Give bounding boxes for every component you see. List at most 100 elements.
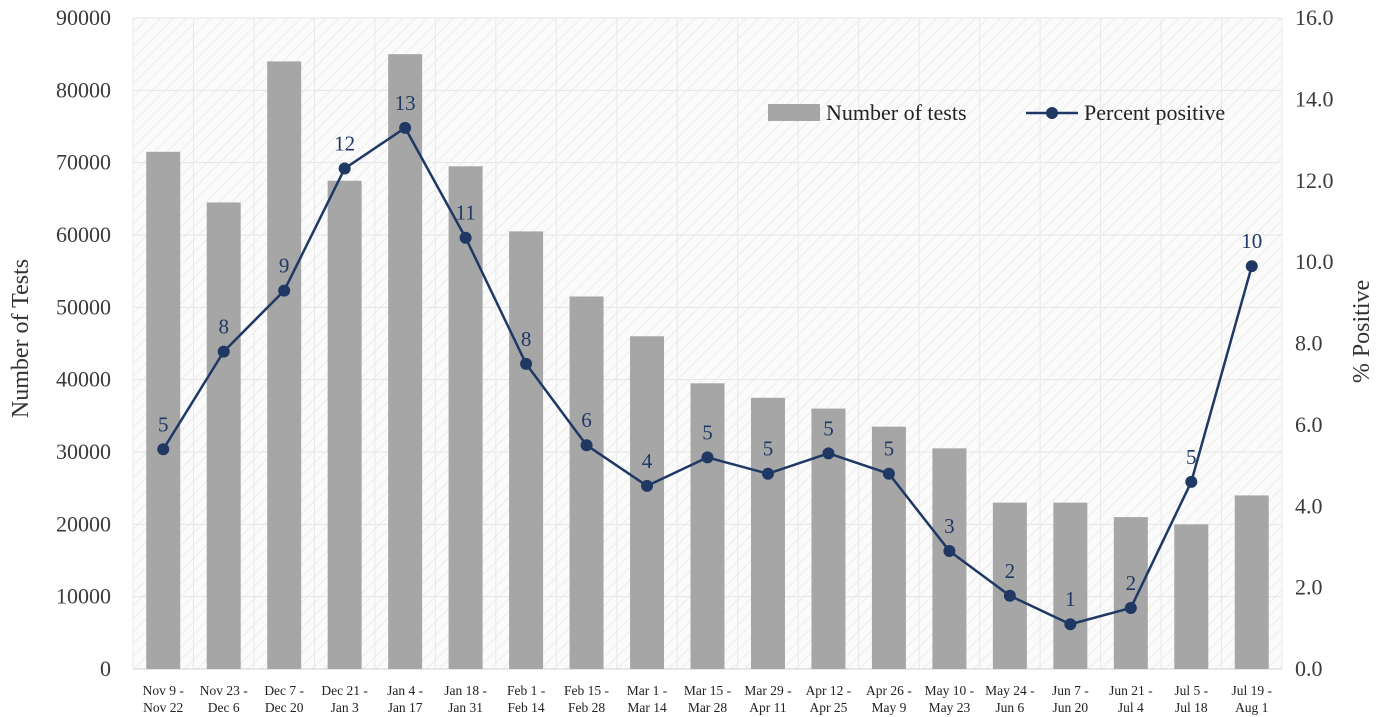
point-percent-positive: [1003, 589, 1016, 602]
x-tick-label: Jan 4 -: [387, 683, 423, 698]
gridlines: [132, 17, 1283, 670]
x-tick-label: Apr 25: [810, 700, 848, 715]
point-percent-positive: [338, 162, 351, 175]
bars: [146, 54, 1269, 670]
y-right-tick-label: 8.0: [1295, 331, 1323, 356]
bar-tests: [267, 61, 302, 669]
data-label-percent-positive: 5: [763, 437, 774, 461]
bar-tests: [509, 231, 544, 669]
x-tick-label: Nov 22: [143, 700, 183, 715]
point-percent-positive: [1124, 601, 1137, 614]
x-tick-label: Jun 6: [995, 700, 1024, 715]
x-tick-label: May 9: [871, 700, 906, 715]
bar-tests: [992, 502, 1027, 669]
bar-tests: [1234, 495, 1269, 669]
x-tick-label: Jun 21 -: [1109, 683, 1153, 698]
y-left-tick-label: 70000: [56, 150, 111, 175]
x-tick-label: Jun 7 -: [1052, 683, 1089, 698]
point-percent-positive: [1245, 260, 1258, 273]
x-tick-label: Jan 17: [388, 700, 423, 715]
point-percent-positive: [399, 121, 412, 134]
bar-tests: [388, 54, 423, 669]
y-right-tick-label: 2.0: [1295, 575, 1323, 600]
point-percent-positive: [701, 451, 714, 464]
y-right-tick-label: 6.0: [1295, 412, 1323, 437]
data-label-percent-positive: 1: [1065, 587, 1076, 611]
point-percent-positive: [822, 447, 835, 460]
point-percent-positive: [459, 231, 472, 244]
data-label-percent-positive: 5: [158, 412, 169, 436]
y-left-axis-title: Number of Tests: [8, 259, 34, 418]
x-tick-label: Jul 19 -: [1232, 683, 1273, 698]
x-tick-label: Feb 1 -: [507, 683, 546, 698]
data-label-percent-positive: 3: [944, 514, 955, 538]
data-label-percent-positive: 8: [218, 315, 229, 339]
x-tick-label: Apr 12 -: [806, 683, 852, 698]
y-left-tick-label: 90000: [56, 5, 111, 30]
x-tick-label: Mar 15 -: [684, 683, 732, 698]
point-percent-positive: [1185, 475, 1198, 488]
x-tick-label: Aug 1: [1235, 700, 1268, 715]
legend-swatch-marker: [1046, 107, 1058, 119]
bar-tests: [1174, 524, 1209, 669]
data-label-percent-positive: 6: [581, 408, 592, 432]
bar-tests: [569, 296, 604, 669]
data-label-percent-positive: 2: [1005, 559, 1016, 583]
data-label-percent-positive: 13: [395, 91, 416, 115]
bar-tests: [630, 336, 665, 669]
point-percent-positive: [520, 357, 533, 370]
data-label-percent-positive: 9: [279, 254, 290, 278]
y-left-tick-label: 0: [100, 656, 111, 681]
x-tick-label: May 23: [929, 700, 971, 715]
x-tick-label: Mar 14: [627, 700, 667, 715]
data-label-percent-positive: 5: [702, 420, 713, 444]
x-tick-label: Dec 21 -: [321, 683, 368, 698]
x-tick-label: Apr 11: [749, 700, 786, 715]
data-label-percent-positive: 10: [1241, 229, 1262, 253]
data-label-percent-positive: 5: [823, 416, 834, 440]
point-percent-positive: [157, 443, 170, 456]
percent-line: [157, 121, 1258, 631]
point-percent-positive: [882, 467, 895, 480]
y-left-tick-label: 60000: [56, 222, 111, 247]
axes: 0 10000 20000 30000 40000 50000 60000 70000 8000…: [8, 5, 1375, 715]
point-percent-positive: [278, 284, 291, 297]
bar-tests: [206, 202, 241, 669]
x-tick-label: Mar 1 -: [627, 683, 668, 698]
x-tick-label: Dec 20: [265, 700, 304, 715]
bar-tests: [1113, 517, 1148, 669]
x-tick-label: Dec 6: [208, 700, 240, 715]
y-left-tick-label: 10000: [56, 584, 111, 609]
bar-tests: [146, 151, 181, 670]
bar-tests: [1053, 502, 1088, 669]
x-tick-label: Dec 7 -: [264, 683, 304, 698]
data-label-percent-positive: 11: [455, 201, 475, 225]
x-tick-label: Feb 28: [568, 700, 605, 715]
x-tick-label: Jul 18: [1175, 700, 1208, 715]
y-right-tick-label: 0.0: [1295, 656, 1323, 681]
legend: Number of tests Percent positive: [768, 100, 1225, 125]
y-right-tick-label: 14.0: [1295, 86, 1334, 111]
data-label-percent-positive: 8: [521, 327, 532, 351]
data-label-percent-positive: 5: [884, 437, 895, 461]
x-tick-label: Jul 4: [1118, 700, 1144, 715]
x-tick-label: Feb 14: [508, 700, 545, 715]
x-tick-label: Jan 3: [331, 700, 359, 715]
point-percent-positive: [641, 479, 654, 492]
x-tick-label: Nov 23 -: [200, 683, 248, 698]
bar-tests: [871, 426, 906, 669]
legend-label-tests: Number of tests: [826, 100, 967, 125]
y-right-tick-label: 16.0: [1295, 5, 1334, 30]
point-percent-positive: [580, 439, 593, 452]
y-left-tick-label: 20000: [56, 511, 111, 536]
bar-tests: [327, 180, 362, 669]
x-tick-label: Apr 26 -: [866, 683, 912, 698]
data-label-percent-positive: 2: [1126, 571, 1137, 595]
data-label-percent-positive: 5: [1186, 445, 1197, 469]
y-right-tick-label: 10.0: [1295, 249, 1334, 274]
y-left-tick-label: 40000: [56, 367, 111, 392]
y-left-tick-label: 80000: [56, 77, 111, 102]
bar-tests: [690, 383, 725, 669]
